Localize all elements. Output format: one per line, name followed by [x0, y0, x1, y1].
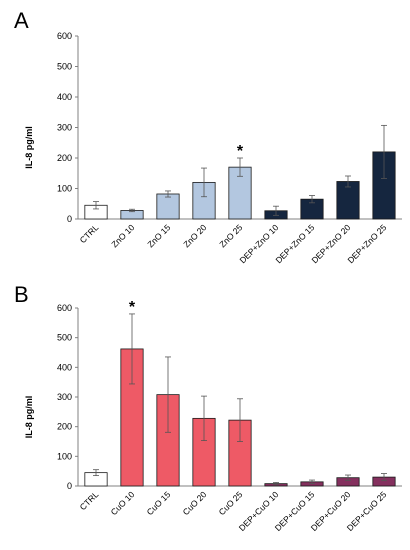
panel-label-b: B [14, 282, 29, 307]
chart-b-category-label: CuO 10 [109, 489, 137, 517]
chart-a-ytick-label: 400 [57, 92, 72, 102]
chart-b-ytick-label: 500 [57, 333, 72, 343]
chart-b-category-label: CuO 25 [217, 489, 245, 517]
chart-a-category-label: ZnO 20 [181, 222, 208, 249]
chart-b-ytick-label: 100 [57, 451, 72, 461]
chart-a-category-label: ZnO 10 [109, 222, 136, 249]
chart-a-category-label: DEP+ZnO 25 [345, 222, 388, 265]
chart-b-category-label: CTRL [78, 489, 101, 512]
chart-b-ytick-label: 200 [57, 422, 72, 432]
chart-a-ytick-label: 0 [67, 214, 72, 224]
chart-a-significance-mark: * [237, 143, 244, 160]
chart-a-category-label: CTRL [78, 222, 101, 245]
chart-a-ytick-label: 100 [57, 184, 72, 194]
chart-b-ytick-label: 300 [57, 392, 72, 402]
chart-b-y-axis-label: IL-8 pg/ml [24, 396, 34, 439]
chart-a-y-axis-label: IL-8 pg/ml [24, 126, 34, 169]
chart-a-ytick-label: 600 [57, 31, 72, 41]
chart-b-ytick-label: 400 [57, 362, 72, 372]
chart-b-ytick-label: 600 [57, 303, 72, 313]
panel-label-a: A [14, 8, 29, 33]
chart-a-category-label: ZnO 25 [217, 222, 244, 249]
chart-a-ytick-label: 200 [57, 153, 72, 163]
chart-b-category-label: CuO 20 [181, 489, 209, 517]
chart-b-significance-mark: * [129, 299, 136, 316]
chart-a-ytick-label: 300 [57, 123, 72, 133]
chart-a-category-label: ZnO 15 [145, 222, 172, 249]
chart-a-bar [156, 193, 180, 220]
chart-b-category-label: CuO 15 [145, 489, 173, 517]
chart-b-ytick-label: 0 [67, 481, 72, 491]
chart-a-ytick-label: 500 [57, 62, 72, 72]
